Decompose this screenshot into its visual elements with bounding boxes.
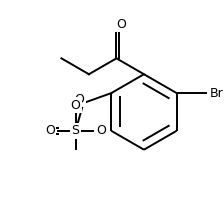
Text: O: O (116, 18, 126, 31)
Text: Br: Br (209, 86, 223, 100)
Text: O: O (96, 124, 106, 137)
Text: O: O (45, 124, 55, 137)
Text: S: S (71, 124, 80, 137)
Text: O: O (75, 93, 84, 106)
Text: O: O (71, 99, 80, 112)
